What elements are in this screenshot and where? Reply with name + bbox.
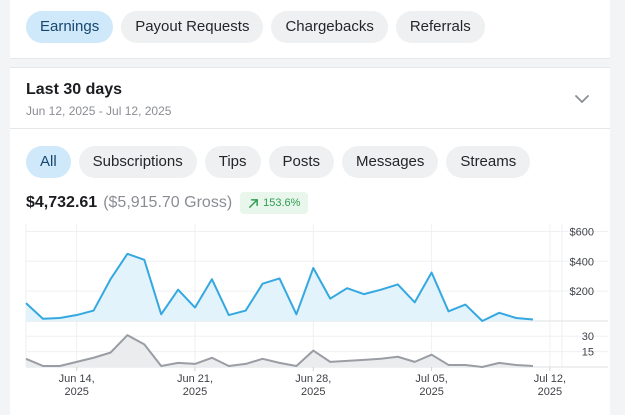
x-tick-label: Jul 12,	[534, 373, 566, 385]
tab-chargebacks[interactable]: Chargebacks	[271, 11, 388, 43]
x-tick-year: 2025	[64, 386, 88, 398]
trend-up-arrow-icon	[249, 198, 259, 208]
gross-earnings: ($5,915.70 Gross)	[103, 194, 233, 211]
period-range: Jun 12, 2025 - Jul 12, 2025	[26, 104, 172, 118]
filter-tab-messages[interactable]: Messages	[342, 146, 439, 178]
filter-tab-streams[interactable]: Streams	[446, 146, 531, 178]
count-line	[25, 334, 534, 368]
chevron-down-icon[interactable]	[573, 90, 591, 108]
x-tick-label: Jun 14,	[59, 373, 95, 385]
period-selector[interactable]: Last 30 days Jun 12, 2025 - Jul 12, 2025	[26, 80, 171, 119]
count-area	[26, 335, 533, 367]
tab-referrals[interactable]: Referrals	[395, 11, 485, 43]
filter-tab-bar: All Subscriptions Tips Posts Messages Streams	[26, 146, 531, 178]
y-tick-label: $600	[570, 226, 594, 238]
y-tick-label: 15	[582, 347, 594, 359]
divider	[10, 128, 610, 129]
top-tab-bar: Earnings Payout Requests Chargebacks Referr…	[26, 11, 485, 43]
net-earnings: $4,732.61	[26, 194, 98, 211]
filter-tab-tips[interactable]: Tips	[204, 146, 261, 178]
earnings-summary: $4,732.61 ($5,915.70 Gross) 153.6%	[26, 192, 309, 214]
period-title: Last 30 days	[26, 81, 123, 98]
x-tick-year: 2025	[301, 386, 325, 398]
tab-earnings[interactable]: Earnings	[26, 11, 114, 43]
x-tick-year: 2025	[183, 386, 207, 398]
filter-tab-all[interactable]: All	[26, 146, 71, 178]
y-tick-label: $400	[570, 256, 594, 268]
earnings-statistics-card: Last 30 days Jun 12, 2025 - Jul 12, 2025…	[10, 67, 610, 415]
filter-tab-subscriptions[interactable]: Subscriptions	[78, 146, 197, 178]
earnings-tabs-card: Earnings Payout Requests Chargebacks Referr…	[10, 0, 610, 59]
x-tick-label: Jun 28,	[295, 373, 331, 385]
x-tick-label: Jul 05,	[415, 373, 447, 385]
y-tick-label: 30	[582, 331, 594, 343]
tab-payout-requests[interactable]: Payout Requests	[121, 11, 264, 43]
y-tick-label: $200	[570, 286, 594, 298]
x-tick-year: 2025	[419, 386, 443, 398]
change-percent: 153.6%	[263, 197, 301, 209]
earnings-area	[26, 253, 533, 321]
x-tick-year: 2025	[538, 386, 562, 398]
x-tick-label: Jun 21,	[177, 373, 213, 385]
filter-tab-posts[interactable]: Posts	[268, 146, 335, 178]
change-badge: 153.6%	[240, 192, 309, 214]
